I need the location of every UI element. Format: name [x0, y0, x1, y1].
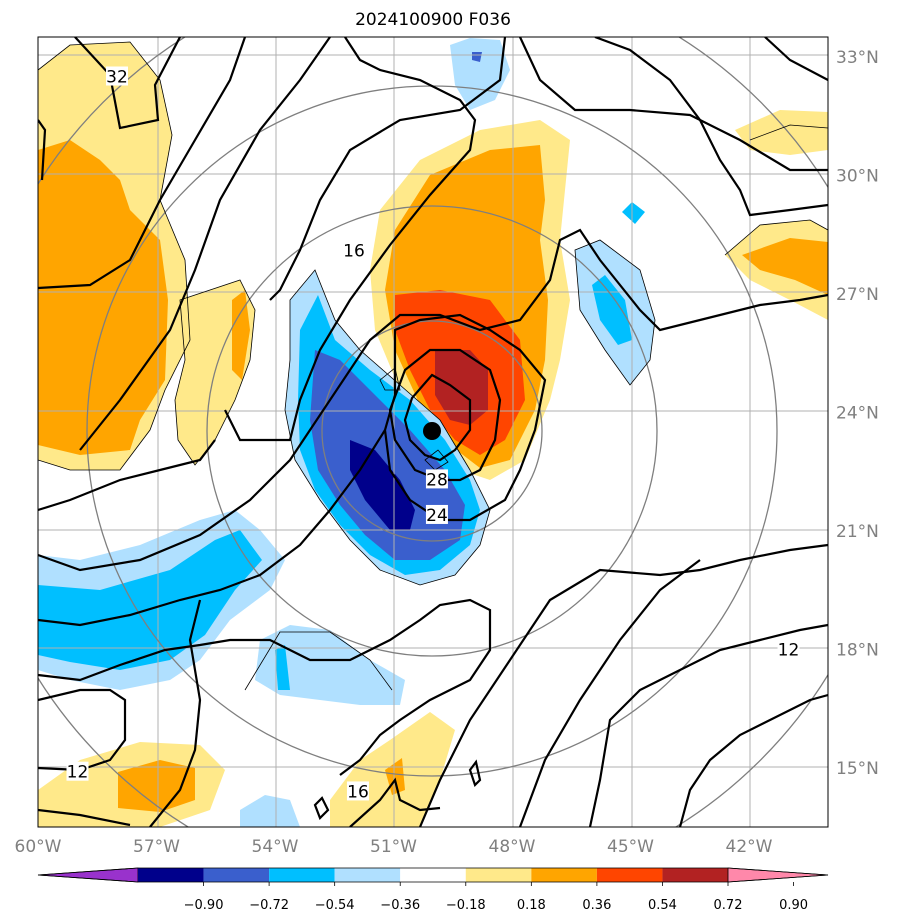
- colorbar-bin: [596, 868, 663, 882]
- contour-label: 28: [426, 470, 448, 490]
- latitude-label: 21°N: [836, 522, 879, 542]
- longitude-label: 60°W: [15, 837, 62, 857]
- colorbar-bin: [269, 868, 335, 882]
- contour-label: 12: [67, 763, 89, 783]
- map-frame: [37, 36, 829, 828]
- latitude-label: 27°N: [836, 285, 879, 305]
- contour-label: 12: [778, 640, 800, 660]
- latitude-label: 33°N: [836, 48, 879, 68]
- contour-label: 32: [106, 68, 128, 88]
- colorbar-bin: [400, 868, 466, 882]
- latitude-label: 24°N: [836, 403, 879, 423]
- colorbar-tick-label: 0.36: [582, 898, 611, 913]
- contour-label: 16: [347, 782, 369, 802]
- contour-label: 24: [426, 506, 448, 526]
- colorbar-bin: [465, 868, 532, 882]
- colorbar-bin: [334, 868, 401, 882]
- colorbar-extend-low: [37, 867, 139, 883]
- colorbar-tick-label: −0.54: [315, 898, 355, 913]
- contour-label-bg: [66, 761, 89, 781]
- thin-contours: [38, 41, 828, 691]
- latitude-label: 18°N: [836, 640, 879, 660]
- latitude-labels: 33°N 30°N 27°N 24°N 21°N 18°N 15°N: [836, 48, 879, 779]
- colorbar-tick-label: −0.72: [249, 898, 289, 913]
- longitude-label: 54°W: [252, 837, 299, 857]
- colorbar-tick-label: −0.18: [446, 898, 486, 913]
- contour-label-bg: [106, 66, 128, 86]
- contour-label-bg: [346, 781, 369, 801]
- colorbar-bin: [138, 868, 204, 882]
- colorbar-tick-label: 0.90: [779, 898, 808, 913]
- colorbar-bin: [662, 868, 728, 882]
- colorbar-bin: [531, 868, 597, 882]
- colorbar-tick-label: 0.72: [714, 898, 743, 913]
- map-area: [38, 37, 828, 827]
- colorbar-bin: [203, 868, 270, 882]
- colorbar-tick-label: −0.90: [184, 898, 224, 913]
- colorbar: −0.90 −0.72 −0.54 −0.36 −0.18 0.18 0.36 0.54 0.7…: [37, 867, 829, 913]
- longitude-label: 48°W: [489, 837, 536, 857]
- colorbar-extend-high: [727, 867, 829, 883]
- longitude-label: 51°W: [370, 837, 417, 857]
- colorbar-outline: [37, 867, 829, 883]
- storm-center-marker: [423, 422, 441, 440]
- latitude-label: 30°N: [836, 166, 879, 186]
- colorbar-tick-label: 0.54: [648, 898, 677, 913]
- longitude-labels: 60°W 57°W 54°W 51°W 48°W 45°W 42°W: [15, 837, 773, 857]
- colorbar-tick-label: −0.36: [380, 898, 420, 913]
- contour-label-bg: [777, 639, 800, 659]
- longitude-label: 57°W: [133, 837, 180, 857]
- contour-label: 16: [343, 241, 365, 261]
- latitude-label: 15°N: [836, 759, 879, 779]
- thick-contours: [38, 37, 828, 827]
- longitude-label: 45°W: [607, 837, 654, 857]
- longitude-label: 42°W: [726, 837, 773, 857]
- contour-labels: 32 16 28 24 12 12 16: [66, 66, 800, 802]
- contour-label-bg: [425, 504, 448, 524]
- colorbar-tick-label: 0.18: [517, 898, 546, 913]
- map-title: 2024100900 F036: [355, 10, 511, 30]
- contour-label-bg: [343, 240, 365, 260]
- contour-label-bg: [425, 469, 448, 489]
